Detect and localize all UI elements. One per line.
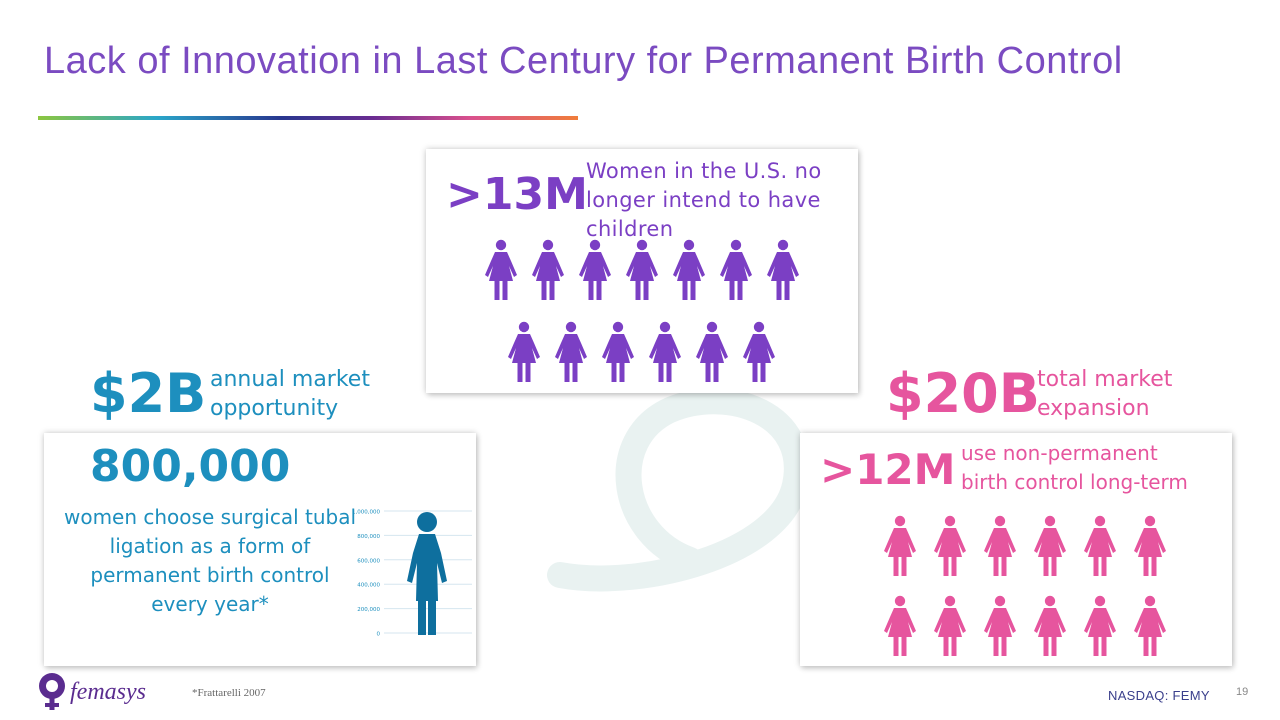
description-line: annual market xyxy=(210,367,370,392)
woman-figure-icon xyxy=(984,595,1016,656)
woman-figure-icon xyxy=(1034,515,1066,576)
woman-figure-icon xyxy=(1084,515,1116,576)
description-line: use non-permanent xyxy=(961,441,1158,465)
axis-tick-label: 600,000 xyxy=(357,558,380,564)
woman-figure-icon xyxy=(984,515,1016,576)
woman-figure-icon xyxy=(407,512,447,635)
stat-card-non-permanent: >12M use non-permanent birth control lon… xyxy=(800,433,1232,666)
woman-figure-icon xyxy=(602,321,634,382)
woman-figure-row xyxy=(882,595,1168,657)
woman-figure-icon xyxy=(884,595,916,656)
axis-tick-label: 200,000 xyxy=(357,607,380,613)
description-line: total market xyxy=(1037,367,1173,392)
woman-figure-icon xyxy=(508,321,540,382)
description-line: children xyxy=(586,217,674,241)
woman-figure-icon xyxy=(579,239,611,300)
description-line: opportunity xyxy=(210,396,339,421)
stat-description: use non-permanent birth control long-ter… xyxy=(961,439,1188,497)
stat-value: >13M xyxy=(446,169,588,220)
description-line: longer intend to have xyxy=(586,188,821,212)
description-line: Women in the U.S. no xyxy=(586,159,822,183)
woman-figure-icon xyxy=(934,515,966,576)
title-gradient-rule xyxy=(38,116,578,120)
woman-figure-icon xyxy=(1084,595,1116,656)
stat-value: 800,000 xyxy=(90,441,291,492)
woman-figure-icon xyxy=(1134,595,1166,656)
axis-tick-label: 400,000 xyxy=(357,583,380,589)
woman-figure-icon xyxy=(767,239,799,300)
market-expansion-label: total market expansion xyxy=(1037,365,1172,423)
woman-figure-icon xyxy=(743,321,775,382)
femasys-logo: femasys xyxy=(39,673,146,710)
market-opportunity-value: $2B xyxy=(90,362,207,425)
woman-figure-icon xyxy=(532,239,564,300)
woman-figure-icon xyxy=(934,595,966,656)
description-line: expansion xyxy=(1037,396,1150,421)
woman-figure-icon xyxy=(720,239,752,300)
axis-tick-label: 800,000 xyxy=(357,534,380,540)
axis-tick-label: 0 xyxy=(377,632,381,638)
market-opportunity-label: annual market opportunity xyxy=(210,365,370,423)
page-number: 19 xyxy=(1236,686,1249,698)
woman-figure-icon xyxy=(649,321,681,382)
woman-figure-icon xyxy=(555,321,587,382)
svg-text:femasys: femasys xyxy=(70,679,146,705)
ticker-symbol: NASDAQ: FEMY xyxy=(1108,688,1210,703)
footnote: *Frattarelli 2007 xyxy=(192,687,266,699)
logo-swirl-watermark-icon xyxy=(547,388,810,592)
woman-figure-icon xyxy=(1134,515,1166,576)
axis-tick-label: 1,000,000 xyxy=(352,510,380,516)
market-expansion-value: $20B xyxy=(886,362,1040,425)
woman-figure-icon xyxy=(485,239,517,300)
woman-figure-icon xyxy=(1034,595,1066,656)
stat-value: >12M xyxy=(820,445,956,494)
woman-figure-icon xyxy=(673,239,705,300)
stat-card-tubal-ligation: 800,000 women choose surgical tubal liga… xyxy=(44,433,476,666)
stat-description: women choose surgical tubal ligation as … xyxy=(63,505,357,616)
description-line: birth control long-term xyxy=(961,470,1188,494)
slide-title: Lack of Innovation in Last Century for P… xyxy=(44,40,1123,82)
stat-description: Women in the U.S. no longer intend to ha… xyxy=(586,157,822,244)
woman-figure-icon xyxy=(626,239,658,300)
woman-figure-icon xyxy=(884,515,916,576)
woman-figure-icon xyxy=(696,321,728,382)
woman-figure-row xyxy=(483,239,801,301)
stat-card-women-no-children: >13M Women in the U.S. no longer intend … xyxy=(426,149,858,393)
woman-figure-row xyxy=(882,515,1168,577)
woman-figure-row xyxy=(506,321,777,383)
mini-bar-chart: 1,000,000 800,000 600,000 400,000 200,000 0 xyxy=(350,503,476,643)
